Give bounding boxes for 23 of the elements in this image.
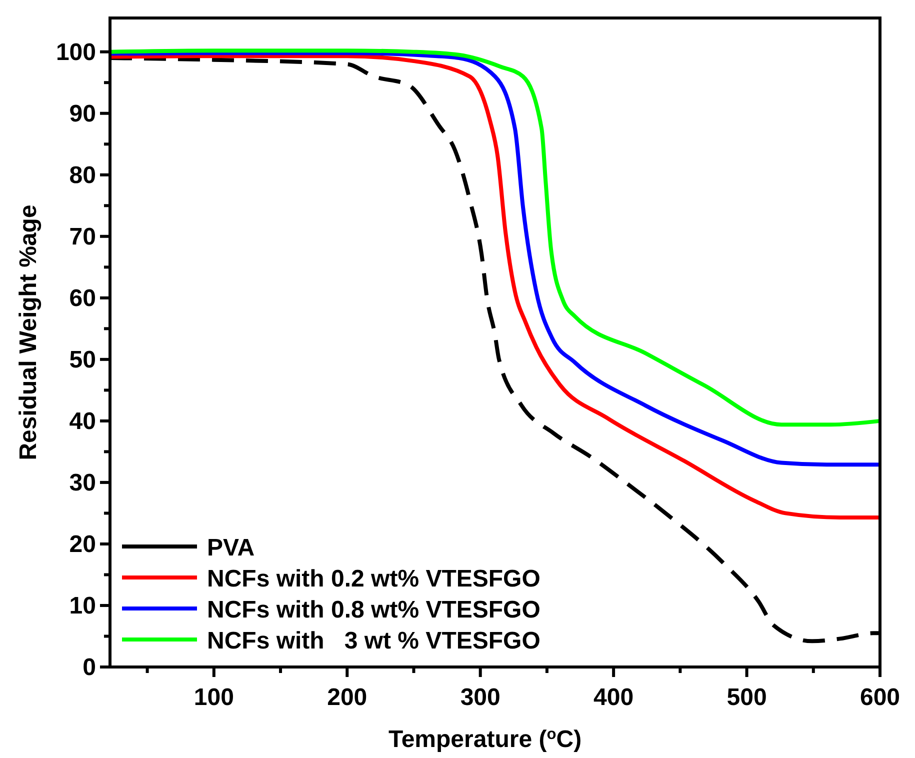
x-tick-label: 600 [860, 684, 900, 711]
x-tick-label: 400 [594, 684, 634, 711]
x-tick-label: 100 [194, 684, 234, 711]
y-tick-label: 100 [56, 38, 96, 66]
y-tick-label: 0 [82, 654, 96, 681]
y-tick-label: 40 [69, 408, 96, 435]
y-tick-label: 80 [69, 162, 96, 189]
x-tick-label: 500 [726, 684, 767, 711]
y-tick-label: 70 [69, 223, 96, 250]
y-tick-label: 60 [69, 284, 96, 312]
y-tick-label: 50 [69, 346, 96, 374]
legend-label: PVA [207, 534, 255, 562]
legend-label: NCFs with 3 wt % VTESFGO [207, 628, 540, 654]
y-tick-label: 90 [69, 100, 96, 128]
legend-label: NCFs with 0.8 wt% VTESFGO [207, 596, 540, 624]
x-tick-label: 300 [460, 684, 500, 711]
y-tick-label: 20 [69, 530, 96, 558]
legend-label: NCFs with 0.2 wt% VTESFGO [207, 566, 540, 592]
y-axis-title: Residual Weight %age [15, 204, 42, 460]
y-tick-label: 10 [69, 592, 96, 620]
x-axis-title: Temperature ($^{o}$C) [388, 726, 582, 753]
x-tick-label: 200 [327, 684, 368, 711]
y-tick-label: 30 [69, 469, 96, 496]
